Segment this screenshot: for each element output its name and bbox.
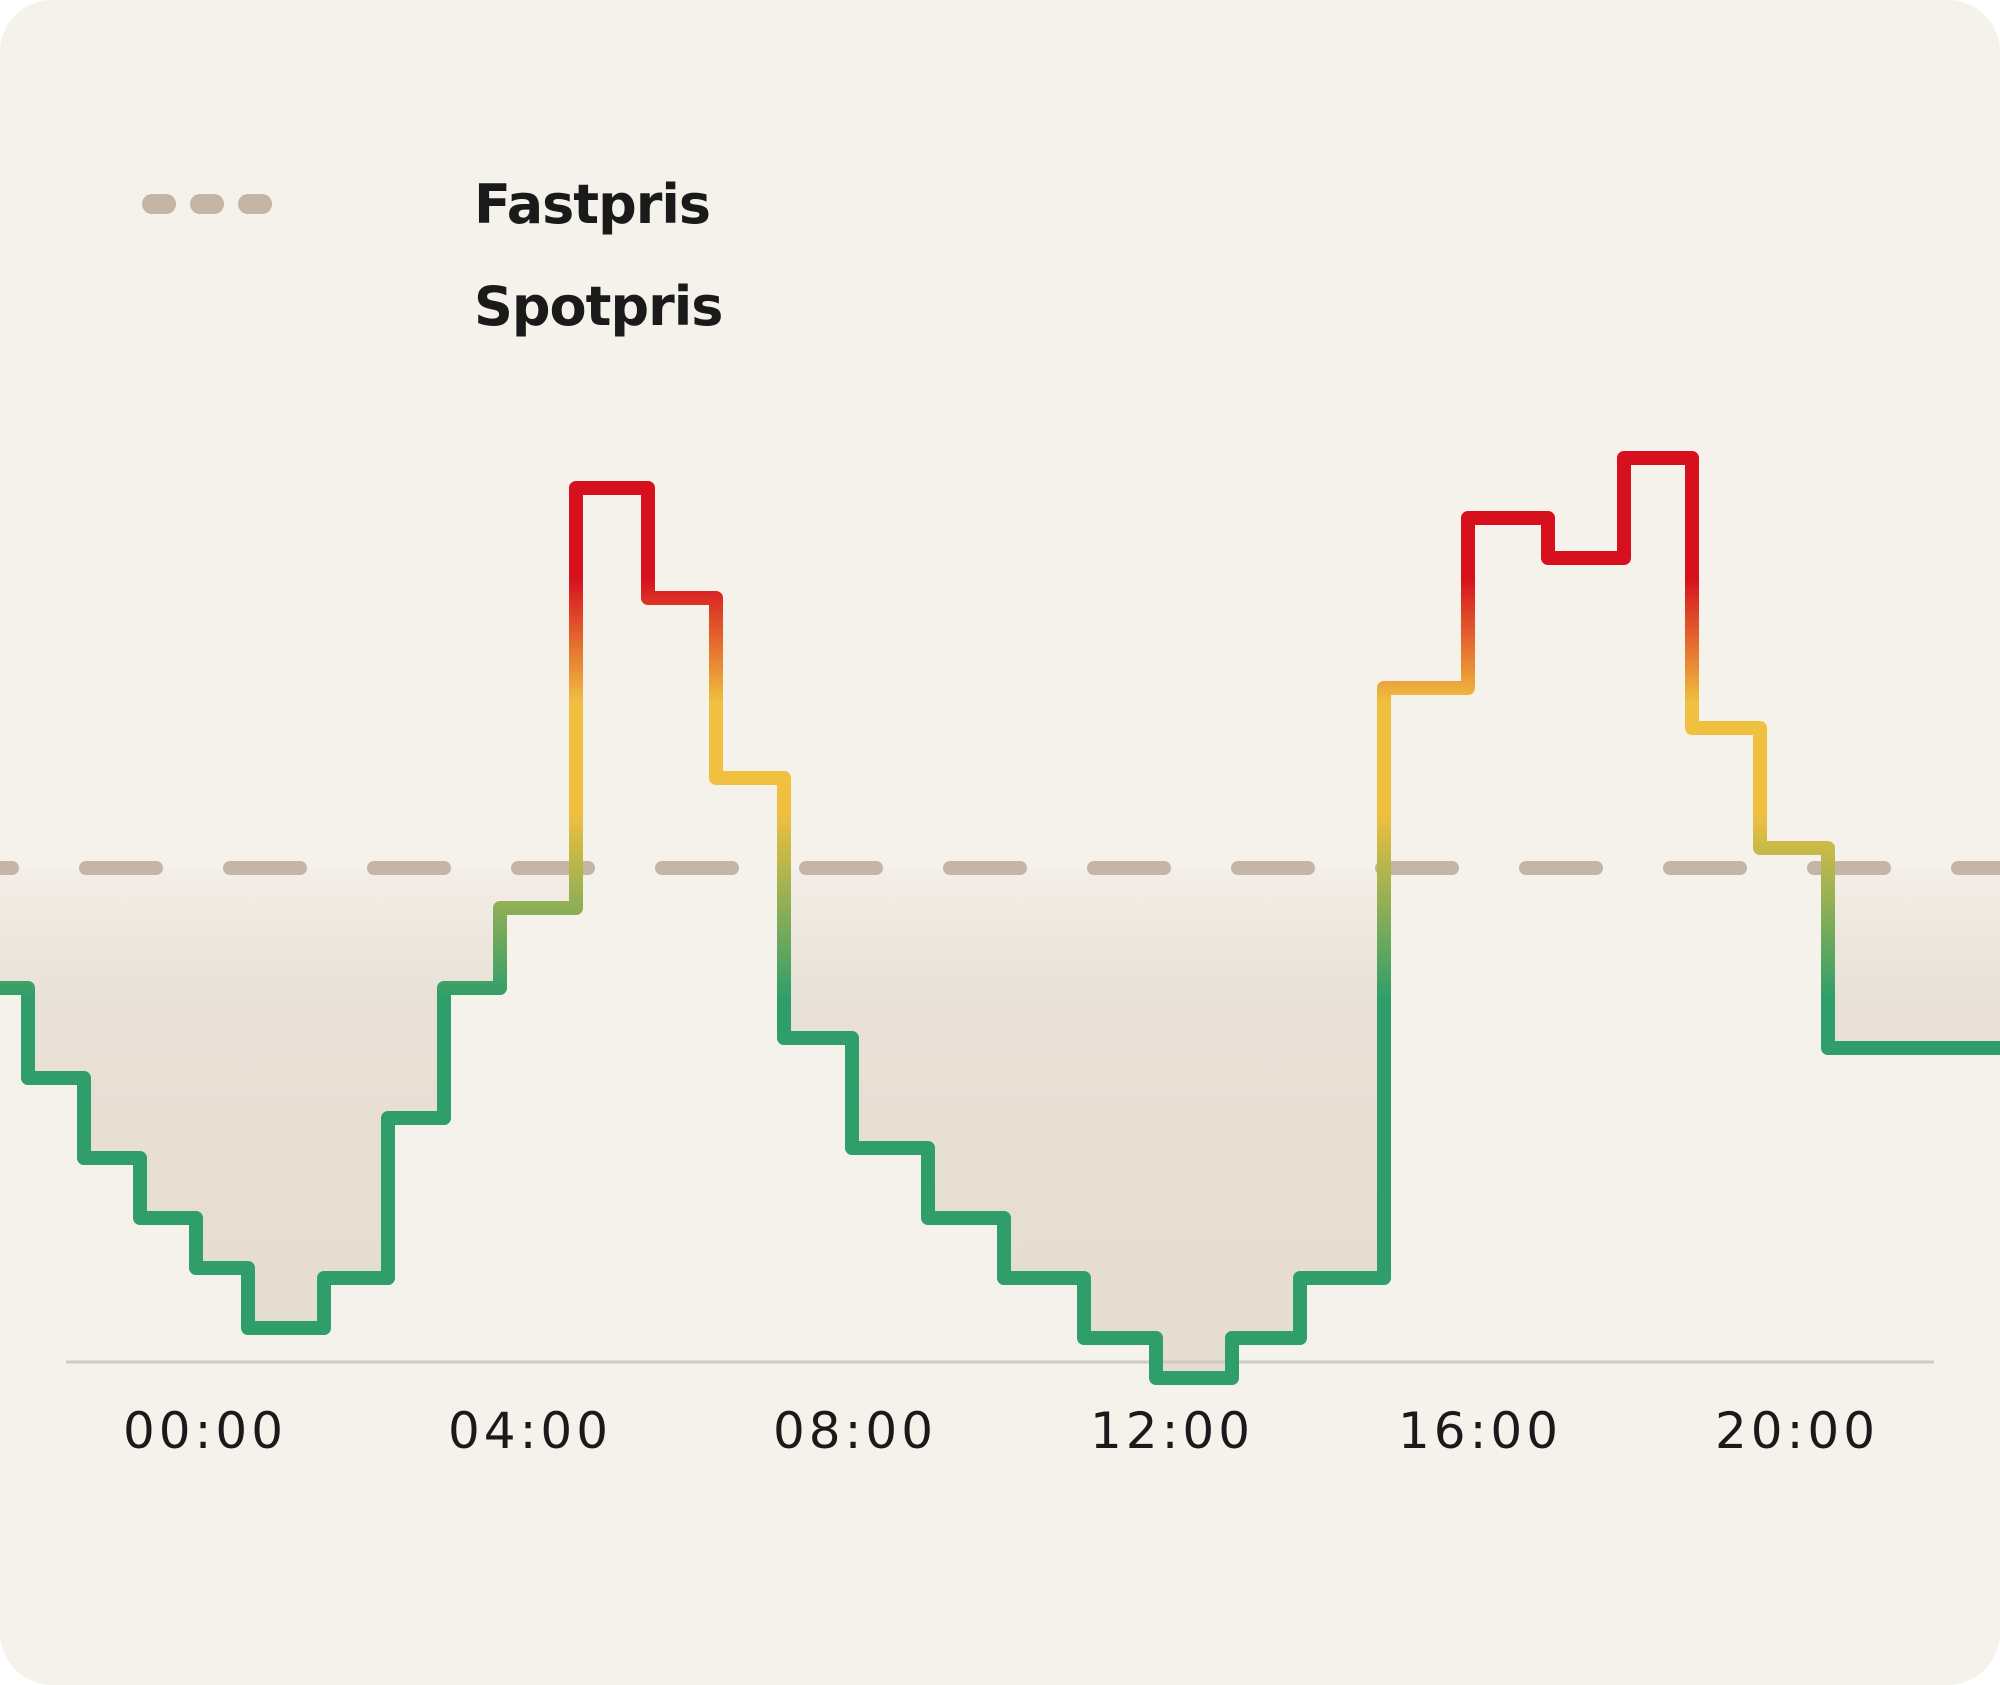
x-tick-label: 12:00 [1090, 1402, 1254, 1460]
spotpris-line [0, 451, 2000, 1385]
x-tick-label: 16:00 [1398, 1402, 1562, 1460]
legend-label-spotpris: Spotpris [474, 274, 723, 338]
gradient-line-icon [143, 299, 281, 313]
legend-item-spotpris[interactable]: Spotpris [140, 272, 723, 340]
x-tick-label: 04:00 [448, 1402, 612, 1460]
legend: Fastpris Spotpris [140, 170, 723, 374]
x-tick-label: 08:00 [773, 1402, 937, 1460]
x-tick-label: 20:00 [1715, 1402, 1879, 1460]
legend-item-fastpris[interactable]: Fastpris [140, 170, 722, 238]
x-tick-label: 00:00 [123, 1402, 287, 1460]
savings-area [0, 868, 2000, 1378]
legend-label-fastpris: Fastpris [474, 172, 711, 236]
dashed-line-icon [142, 194, 282, 214]
